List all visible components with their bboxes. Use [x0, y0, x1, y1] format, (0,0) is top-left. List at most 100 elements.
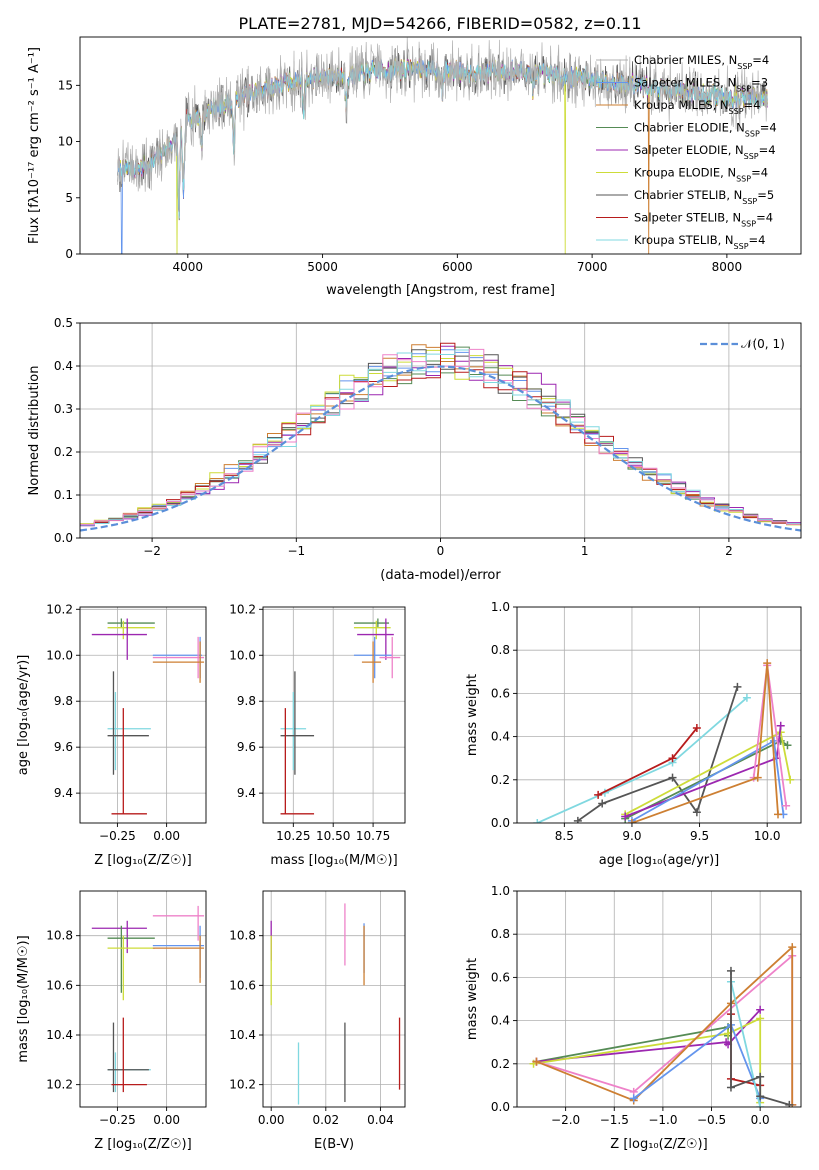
- y-tick-label: 9.6: [237, 740, 256, 754]
- x-tick-label: −2: [143, 544, 161, 558]
- panel-spectrum: 4000 5000 6000 7000 8000 0 5 10 15 wavelength [An…: [27, 14, 802, 298]
- x-tick-label: 10.75: [356, 829, 390, 843]
- panel-weight-vs-age: 8.5 9.0 9.5 10.0 0.0 0.2 0.4 0.6 0.8 1.0 age [log₁…: [465, 600, 802, 868]
- weight-marker: [668, 773, 677, 782]
- legend-label: Chabrier ELODIE, N: [634, 121, 745, 135]
- x-tick-label: 0: [437, 544, 445, 558]
- weight-marker: [594, 790, 603, 799]
- x-tick-label: −1: [287, 544, 305, 558]
- spectrum-line-chabrier-miles: [117, 37, 768, 212]
- legend-tail: =4: [749, 233, 766, 247]
- x-tick-label: 0.00: [153, 829, 180, 843]
- y-tick-label: 10.0: [229, 648, 256, 662]
- y-tick-label: 10.6: [229, 978, 256, 992]
- plot-area: [263, 891, 405, 1107]
- legend-entry: Chabrier STELIB, NSSP=5: [634, 188, 774, 206]
- legend-entry: Salpeter ELODIE, NSSP=4: [634, 143, 776, 161]
- weight-line: [536, 1009, 761, 1063]
- y-tick-label: 0.8: [491, 927, 510, 941]
- weight-marker: [753, 773, 762, 782]
- y-tick-label: 0.1: [54, 488, 73, 502]
- weight-line: [730, 981, 762, 1107]
- legend-sub: SSP: [744, 152, 759, 161]
- legend-label: Chabrier MILES, N: [634, 53, 737, 67]
- legend-entry: Salpeter MILES, NSSP=3: [634, 76, 768, 94]
- y-tick-label: 0: [65, 247, 73, 261]
- x-tick-label: 0.04: [367, 1113, 394, 1127]
- legend-tail: =5: [757, 188, 774, 202]
- legend-tail: =4: [756, 211, 773, 225]
- x-tick-label: 6000: [442, 260, 473, 274]
- legend-entry: Chabrier ELODIE, NSSP=4: [634, 121, 777, 139]
- weight-marker: [756, 1072, 765, 1081]
- y-tick-label: 10.6: [46, 978, 73, 992]
- x-tick-label: 0.0: [751, 1113, 770, 1127]
- y-axis-label: mass [log₁₀(M/M☉)]: [16, 935, 31, 1062]
- y-tick-label: 10.2: [46, 1078, 73, 1092]
- x-tick-label: −1.0: [648, 1113, 677, 1127]
- y-tick-label: 10: [58, 135, 73, 149]
- weight-marker: [533, 819, 542, 823]
- y-tick-label: 1.0: [491, 600, 510, 614]
- plot-area: [517, 607, 801, 823]
- y-tick-label: 9.8: [54, 694, 73, 708]
- weight-marker: [733, 682, 742, 691]
- axes-frame: [262, 890, 406, 1108]
- weight-marker: [692, 808, 701, 817]
- panel-mass-vs-EBV: 0.00 0.02 0.04 10.2 10.4 10.6 10.8 E(B-V): [229, 890, 406, 1152]
- x-tick-label: −1.5: [600, 1113, 629, 1127]
- y-tick-label: 0.0: [54, 531, 73, 545]
- x-tick-label: 9.0: [622, 829, 641, 843]
- weight-marker: [776, 721, 785, 730]
- x-tick-label: 0.00: [258, 1113, 285, 1127]
- x-tick-label: 0.00: [153, 1113, 180, 1127]
- y-tick-label: 9.4: [54, 786, 73, 800]
- y-tick-label: 0.4: [54, 359, 73, 373]
- weight-line: [631, 663, 779, 823]
- x-axis-label: mass [log₁₀(M/M☉)]: [270, 853, 397, 868]
- legend-label: Salpeter ELODIE, N: [634, 143, 744, 157]
- x-axis-label: (data-model)/error: [380, 568, 501, 583]
- y-tick-label: 15: [58, 78, 73, 92]
- weight-marker: [756, 1103, 765, 1107]
- weight-marker: [598, 799, 607, 808]
- weight-marker: [692, 723, 701, 732]
- plot-area: [263, 607, 405, 823]
- y-tick-label: 10.2: [229, 1078, 256, 1092]
- y-axis-label: age [log₁₀(age/yr)]: [16, 655, 31, 776]
- y-tick-label: 0.8: [491, 643, 510, 657]
- y-tick-label: 0.6: [491, 686, 510, 700]
- plot-area: [80, 891, 206, 1107]
- legend-tail: =4: [752, 53, 769, 67]
- y-tick-label: 10.4: [46, 1028, 73, 1042]
- weight-line: [536, 697, 748, 823]
- plot-area: [80, 607, 206, 823]
- y-tick-label: 0.2: [54, 445, 73, 459]
- y-axis-label: mass weight: [465, 958, 480, 1040]
- weight-marker: [763, 659, 772, 668]
- panel-residuals: −2 −1 0 1 2 0.0 0.1 0.2 0.3 0.4 0.5 (data-model)/er…: [27, 316, 802, 583]
- y-tick-label: 0.4: [491, 1014, 510, 1028]
- x-axis-label: Z [log₁₀(Z/Z☉)]: [610, 1137, 707, 1152]
- y-tick-label: 1.0: [491, 884, 510, 898]
- y-tick-label: 0.0: [491, 816, 510, 830]
- weight-marker: [742, 693, 751, 702]
- x-tick-label: −2.0: [551, 1113, 580, 1127]
- weight-marker: [621, 812, 630, 821]
- legend-sub: SSP: [745, 129, 760, 138]
- y-tick-label: 9.8: [237, 694, 256, 708]
- plot-area: [80, 323, 801, 538]
- panel-mass-vs-Z: −0.25 0.00 10.2 10.4 10.6 10.8 Z [log₁₀(Z/Z☉)]…: [16, 890, 207, 1152]
- legend-entry: Salpeter STELIB, NSSP=4: [634, 211, 773, 229]
- y-tick-label: 0.4: [491, 730, 510, 744]
- weight-marker: [573, 816, 582, 823]
- x-tick-label: 8000: [712, 260, 743, 274]
- y-tick-label: 9.4: [237, 786, 256, 800]
- x-tick-label: 0.02: [312, 1113, 339, 1127]
- y-tick-label: 10.0: [46, 648, 73, 662]
- axes-frame: [516, 890, 802, 1108]
- y-tick-label: 0.6: [491, 970, 510, 984]
- x-tick-label: 10.50: [316, 829, 350, 843]
- normal-curve: [80, 365, 801, 532]
